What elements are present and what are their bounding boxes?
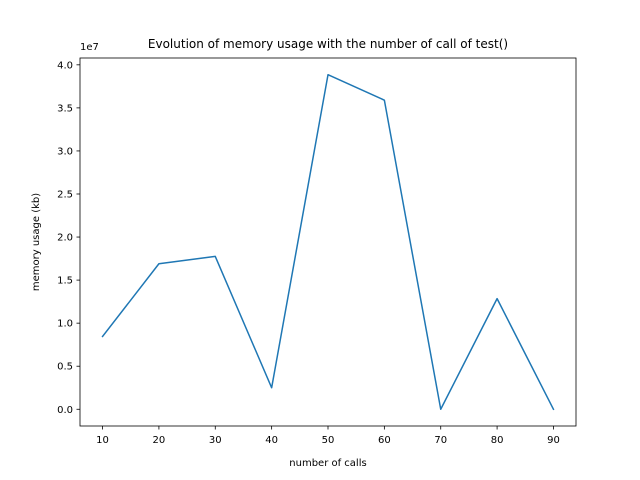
y-tick-label: 4.0 xyxy=(57,60,73,71)
x-tick-label: 70 xyxy=(434,435,447,446)
plot-layer: 10 20 30 40 50 60 70 80 90 0.0 0.5 1.0 1.5 2.0 2.5 3.0 3… xyxy=(57,57,577,446)
y-tick-label: 0.5 xyxy=(57,362,73,373)
y-tick-label: 0.0 xyxy=(57,405,73,416)
y-tick-label: 2.0 xyxy=(57,233,73,244)
y-tick-label: 2.5 xyxy=(57,189,73,200)
y-tick-label: 3.5 xyxy=(57,103,73,114)
y-axis-offset-text: 1e7 xyxy=(80,42,99,53)
x-axis-label: number of calls xyxy=(289,458,366,469)
y-axis-label: memory usage (kb) xyxy=(31,193,42,291)
y-tick-label: 1.5 xyxy=(57,276,73,287)
x-tick-label: 30 xyxy=(209,435,222,446)
series-line-0 xyxy=(101,73,555,411)
y-tick-label: 3.0 xyxy=(57,146,73,157)
x-tick-label: 20 xyxy=(153,435,166,446)
chart-title: Evolution of memory usage with the numbe… xyxy=(148,37,508,51)
x-tick-label: 40 xyxy=(265,435,278,446)
x-tick-label: 90 xyxy=(547,435,560,446)
x-tick-label: 50 xyxy=(322,435,335,446)
x-tick-label: 60 xyxy=(378,435,391,446)
x-tick-label: 10 xyxy=(96,435,109,446)
y-tick-label: 1.0 xyxy=(57,319,73,330)
x-tick-label: 80 xyxy=(491,435,504,446)
